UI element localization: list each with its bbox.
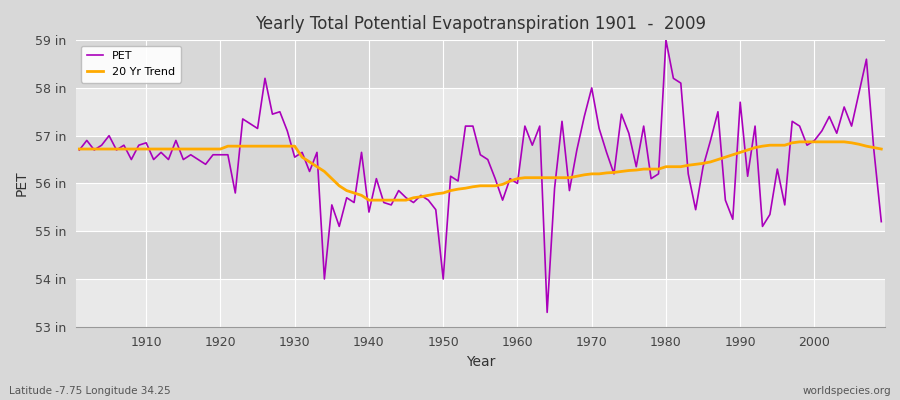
20 Yr Trend	[297, 155, 308, 160]
PET	[542, 310, 553, 315]
20 Yr Trend	[608, 170, 619, 175]
20 Yr Trend	[74, 147, 85, 152]
Text: worldspecies.org: worldspecies.org	[803, 386, 891, 396]
PET	[133, 143, 144, 148]
PET	[74, 148, 85, 152]
Bar	[76, 279, 885, 327]
20 Yr Trend	[341, 188, 352, 193]
Text: Latitude -7.75 Longitude 34.25: Latitude -7.75 Longitude 34.25	[9, 386, 171, 396]
PET	[512, 181, 523, 186]
Bar	[76, 88, 885, 136]
Legend: PET, 20 Yr Trend: PET, 20 Yr Trend	[81, 46, 181, 82]
X-axis label: Year: Year	[465, 355, 495, 369]
20 Yr Trend	[519, 175, 530, 180]
PET	[661, 38, 671, 42]
PET	[297, 150, 308, 155]
20 Yr Trend	[133, 147, 144, 152]
Y-axis label: PET: PET	[15, 171, 29, 196]
Line: PET: PET	[79, 40, 881, 312]
20 Yr Trend	[876, 147, 886, 152]
20 Yr Trend	[512, 176, 523, 181]
PET	[876, 219, 886, 224]
Bar	[76, 184, 885, 231]
PET	[608, 172, 619, 176]
20 Yr Trend	[364, 198, 374, 202]
Title: Yearly Total Potential Evapotranspiration 1901  -  2009: Yearly Total Potential Evapotranspiratio…	[255, 15, 706, 33]
PET	[505, 176, 516, 181]
PET	[341, 195, 352, 200]
Line: 20 Yr Trend: 20 Yr Trend	[79, 142, 881, 200]
20 Yr Trend	[794, 140, 805, 144]
